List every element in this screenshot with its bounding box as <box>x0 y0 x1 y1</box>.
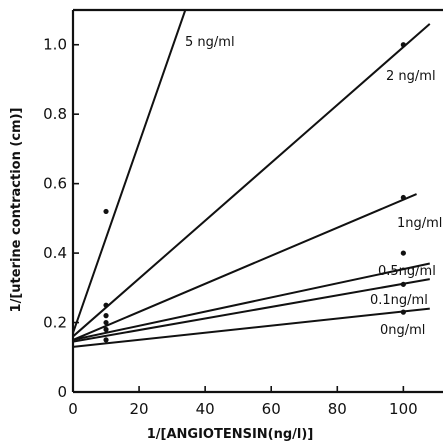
x-axis-title: 1/[ANGIOTENSIN(ng/l)] <box>147 427 314 442</box>
series-line-2-ng-ml <box>72 23 431 338</box>
series-label-0-5ng-ml: 0.5ng/ml <box>378 264 436 279</box>
series-lines <box>72 9 431 348</box>
data-point-2-ng-ml <box>103 302 109 308</box>
y-axis-title: 1/[uterine contraction (cm)] <box>9 108 24 313</box>
series-line-0-5ng-ml <box>72 262 430 341</box>
series-line-0ng-ml <box>72 307 430 348</box>
series-labels: 5 ng/ml 2 ng/ml 1ng/ml 0.5ng/ml 0.1ng/ml 0ng/… <box>185 35 442 338</box>
series-label-1ng-ml: 1ng/ml <box>397 216 442 231</box>
x-tick-label: 100 <box>389 400 418 418</box>
y-tick-label: 0.8 <box>43 105 67 123</box>
y-tick-label: 1.0 <box>43 36 67 54</box>
x-tick-label: 60 <box>262 400 281 418</box>
x-tick-label: 80 <box>328 400 347 418</box>
series-label-0-1ng-ml: 0.1ng/ml <box>370 293 428 308</box>
y-tick-label: 0 <box>57 383 67 401</box>
axes: 0 20 40 60 80 100 0 0.2 0.4 0.6 0.8 1.0 <box>43 8 443 418</box>
data-point-0ng-ml <box>400 309 406 315</box>
y-tick-label: 0.2 <box>43 314 67 332</box>
data-point-0ng-ml <box>103 337 109 343</box>
data-point-1ng-ml <box>400 194 406 201</box>
x-tick-label: 0 <box>68 400 78 418</box>
data-points <box>103 42 406 343</box>
series-line-1ng-ml <box>72 193 417 341</box>
data-point-0-5ng-ml <box>103 319 109 326</box>
y-tick-label: 0.4 <box>43 244 67 262</box>
series-line-5-ng-ml <box>72 9 187 334</box>
series-line-0-1ng-ml <box>72 278 430 343</box>
series-label-2-ng-ml: 2 ng/ml <box>386 69 436 84</box>
data-point-0-1ng-ml <box>103 326 109 333</box>
data-point-0-1ng-ml <box>400 281 406 287</box>
x-tick-label: 40 <box>196 400 215 418</box>
data-point-1ng-ml <box>103 313 109 319</box>
data-point-5-ng-ml <box>103 208 109 215</box>
data-point-2-ng-ml <box>400 42 406 48</box>
data-point-0-5ng-ml <box>400 250 406 256</box>
series-label-5-ng-ml: 5 ng/ml <box>185 35 235 50</box>
x-tick-label: 20 <box>130 400 149 418</box>
y-tick-label: 0.6 <box>43 175 67 193</box>
series-label-0ng-ml: 0ng/ml <box>380 323 425 338</box>
